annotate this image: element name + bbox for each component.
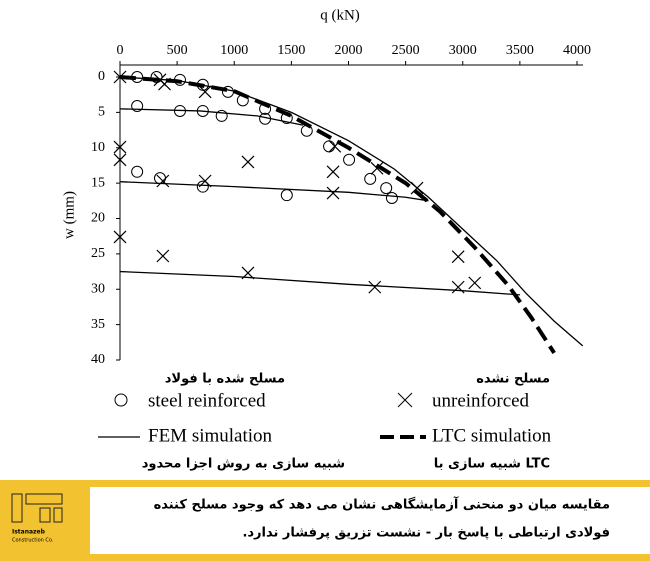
point-x (113, 153, 127, 167)
caption-line: فولادی ارتباطی با پاسخ بار - نشست تزریق … (242, 526, 610, 541)
y-tick-label: 15 (91, 175, 105, 190)
legend: مسلح شده با فولاد مسلح نشده steel reinfo… (98, 372, 552, 472)
point-x (156, 174, 170, 188)
point-circle (215, 109, 228, 122)
point-circle (364, 172, 377, 185)
logo-sub: Construction Co. (12, 538, 54, 544)
point-circle (385, 191, 398, 204)
point-circle (131, 100, 144, 113)
x-tick-label: 3500 (506, 43, 534, 58)
logo: Istanazeb Construction Co. (11, 493, 63, 544)
fem-curve (119, 270, 520, 296)
fem-curve (119, 76, 584, 347)
legend-note: مسلح نشده (476, 372, 550, 387)
point-x (326, 186, 340, 200)
point-circle (196, 180, 209, 193)
y-tick-label: 5 (98, 105, 105, 120)
x-axis-title: q (kN) (320, 7, 360, 23)
y-tick-label: 10 (91, 140, 105, 155)
point-circle (131, 165, 144, 178)
fem-curve (119, 108, 303, 126)
point-circle (380, 182, 393, 195)
point-x (113, 230, 127, 244)
legend-marker (114, 393, 128, 407)
legend-label: FEM simulation (148, 425, 273, 446)
legend-note: LTC شبیه سازی با (434, 457, 550, 472)
point-x (451, 280, 465, 294)
point-x (451, 250, 465, 264)
legend-label: unreinforced (432, 390, 530, 411)
x-tick-label: 0 (117, 43, 124, 58)
point-x (198, 85, 212, 99)
legend-note: شبیه سازی به روش اجزا محدود (142, 457, 345, 472)
y-tick-label: 30 (91, 281, 105, 296)
y-axis-title: w (mm) (61, 191, 77, 239)
legend-marker (397, 392, 413, 408)
y-tick-label: 25 (91, 246, 105, 261)
logo-name: Istanazeb (12, 529, 46, 536)
x-tick-label: 3000 (449, 43, 477, 58)
y-tick-label: 35 (91, 317, 105, 332)
point-circle (323, 140, 336, 153)
fem-curve (119, 181, 429, 202)
x-tick-label: 500 (167, 43, 188, 58)
x-tick-label: 2500 (392, 43, 420, 58)
y-tick-label: 0 (98, 69, 105, 84)
point-x (326, 165, 340, 179)
legend-note: مسلح شده با فولاد (165, 372, 285, 387)
point-x (113, 140, 127, 154)
y-tick-label: 20 (91, 211, 105, 226)
point-circle (221, 85, 234, 98)
point-x (370, 161, 384, 175)
legend-label: steel reinforced (148, 390, 266, 411)
point-x (156, 249, 170, 263)
point-circle (280, 189, 293, 202)
x-tick-label: 2000 (335, 43, 363, 58)
point-x (241, 155, 255, 169)
x-tick-label: 1000 (220, 43, 248, 58)
point-circle (343, 153, 356, 166)
y-tick-label: 40 (91, 352, 105, 367)
legend-label: LTC simulation (432, 425, 552, 446)
x-tick-label: 4000 (563, 43, 591, 58)
point-x (368, 280, 382, 294)
ltc-curve (119, 75, 556, 355)
caption-box (90, 487, 650, 554)
x-tick-label: 1500 (277, 43, 305, 58)
caption-line: مقایسه میان دو منحنی آزمایشگاهی نشان می … (154, 496, 610, 513)
point-x (468, 276, 482, 290)
